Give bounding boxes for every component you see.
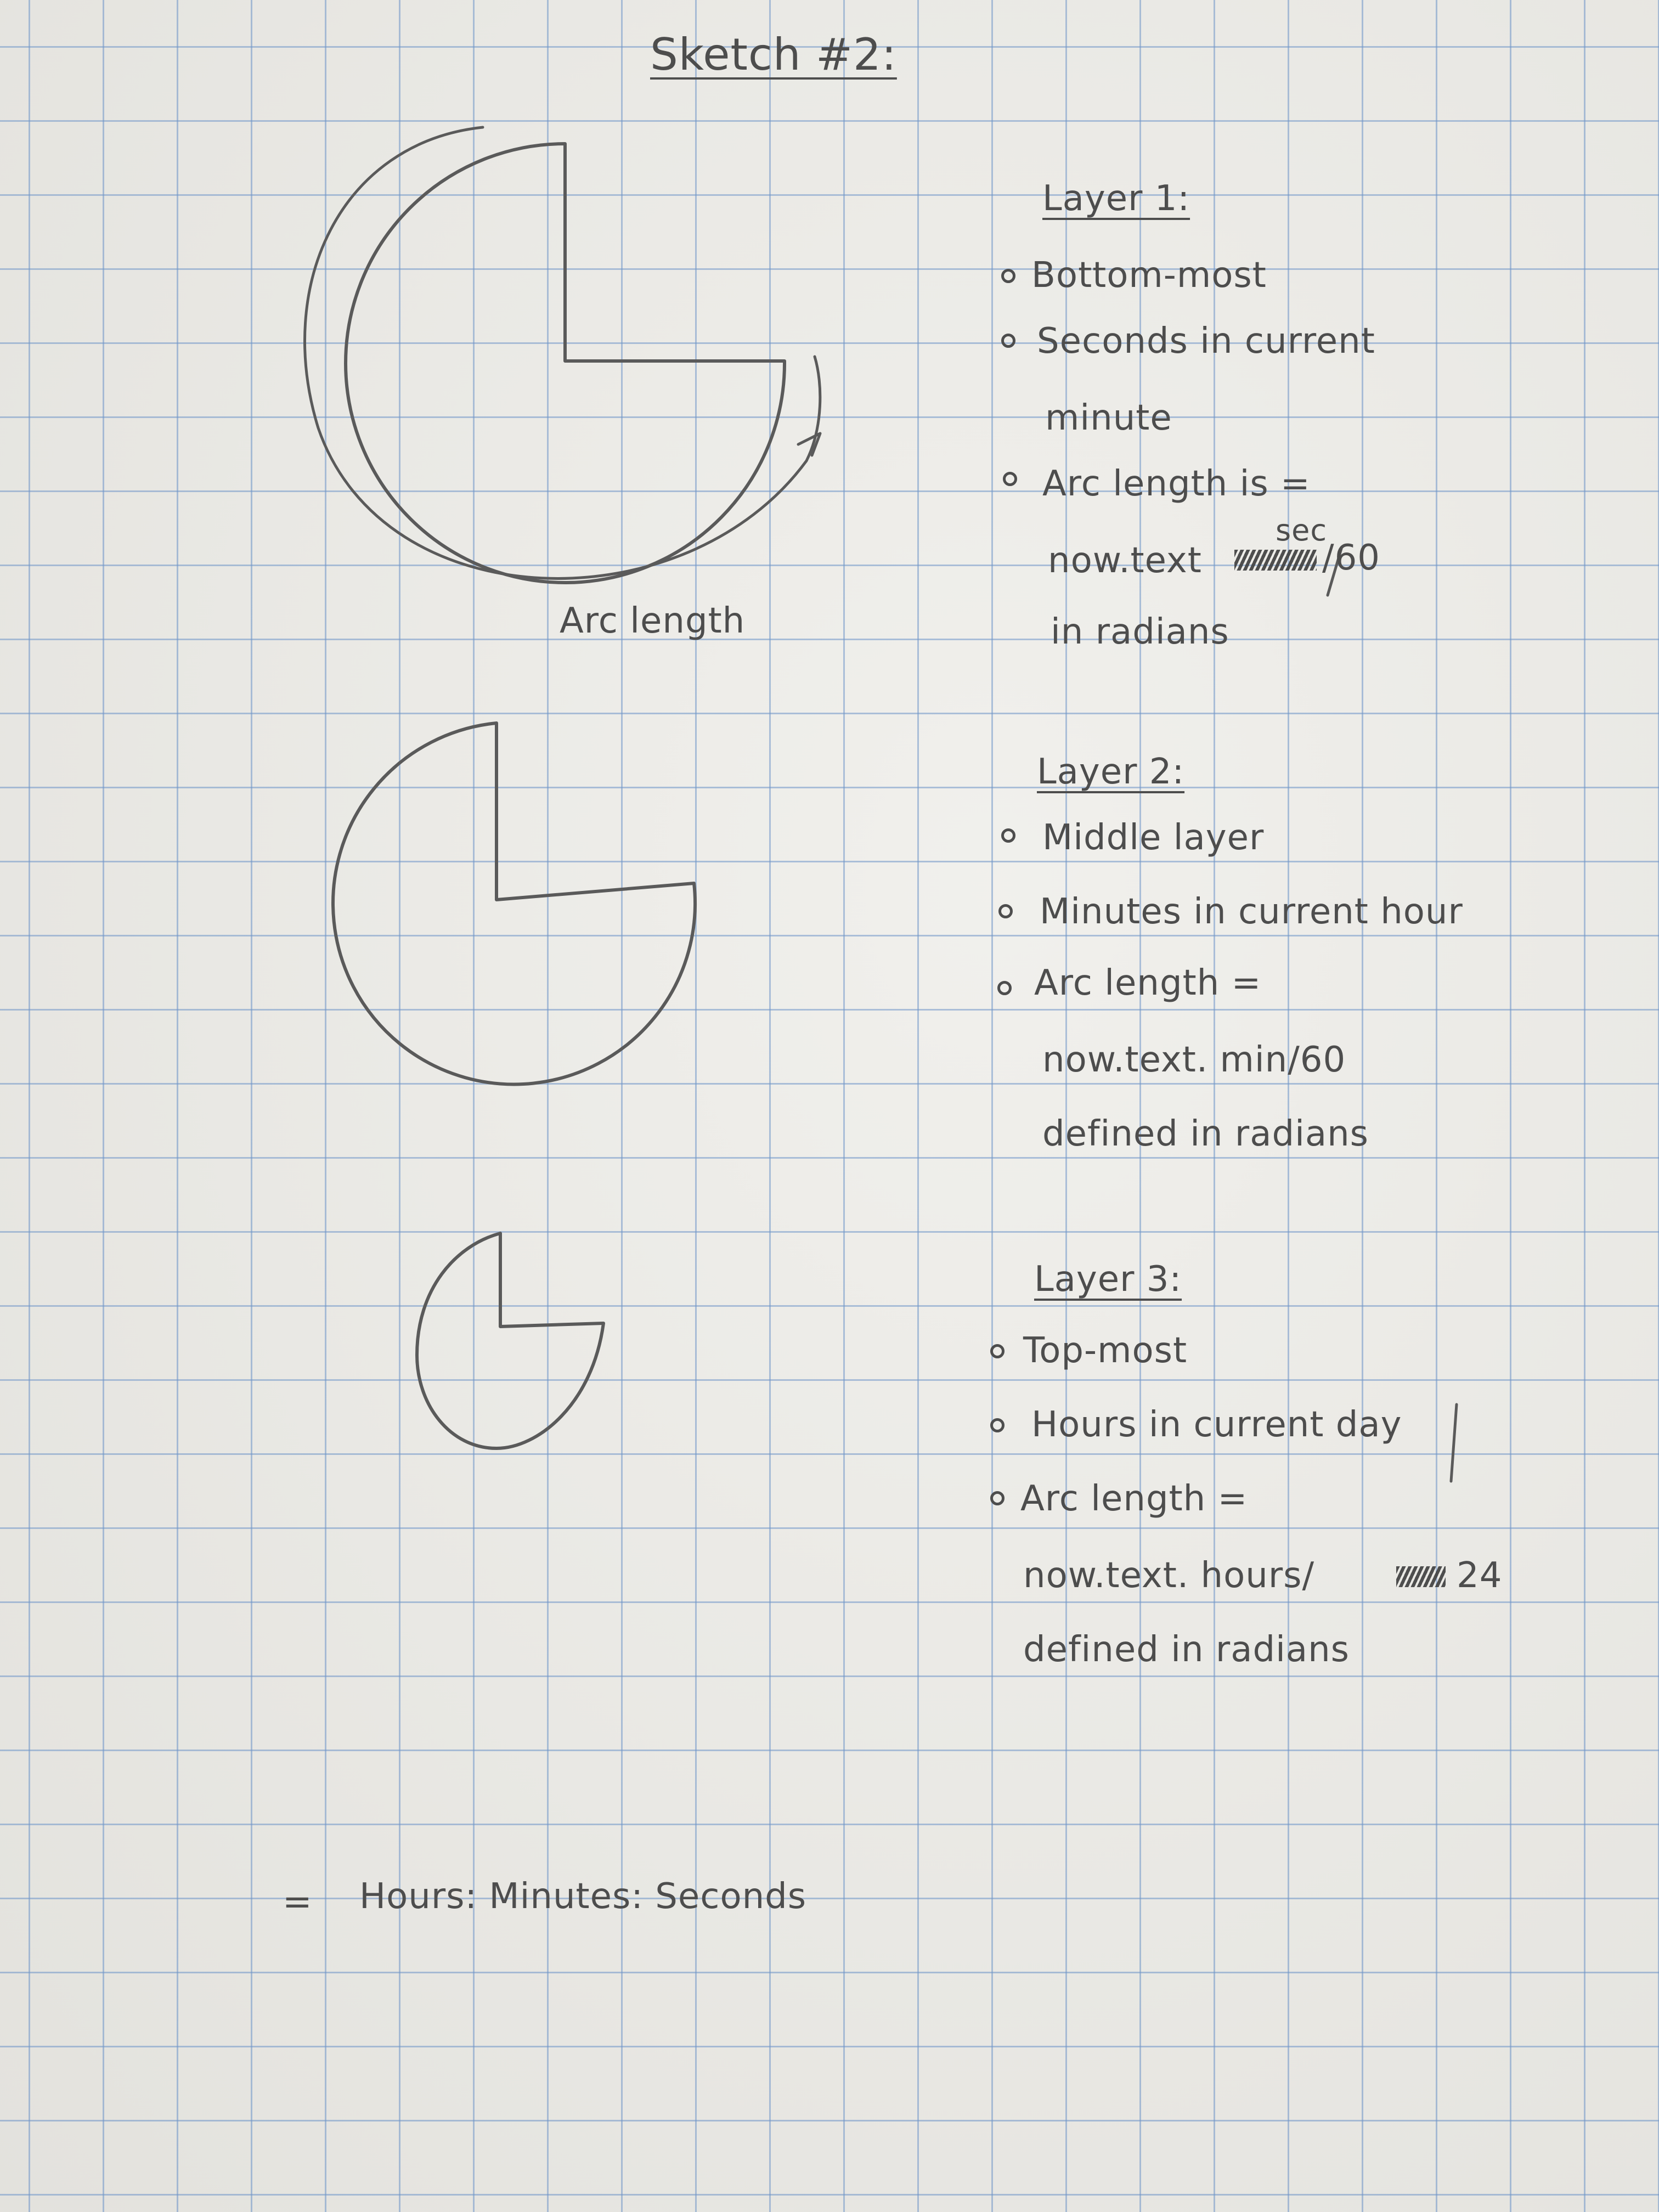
- layer1-pie-drawing: [303, 126, 822, 584]
- footer-formula: Hours: Minutes: Seconds: [359, 1876, 807, 1917]
- layer3-pie-drawing: [415, 1232, 605, 1450]
- layer3-item-1: Top-most: [1023, 1330, 1188, 1371]
- bullet-icon: [990, 1491, 1005, 1505]
- layer1-formula: now.text: [1048, 540, 1202, 581]
- layer1-units: in radians: [1051, 612, 1229, 652]
- layer3-formula: now.text. hours/: [1023, 1555, 1315, 1596]
- layer1-item-2: Seconds in current: [1037, 321, 1375, 362]
- bullet-icon: [990, 1344, 1005, 1358]
- bullet-icon: [990, 1418, 1005, 1432]
- footer-equals: =: [283, 1882, 313, 1922]
- layer2-item-1: Middle layer: [1042, 817, 1265, 858]
- layer2-units: defined in radians: [1042, 1114, 1369, 1154]
- layer2-pie-drawing: [331, 721, 697, 1086]
- arc-length-label: Arc length: [560, 601, 746, 641]
- layer1-item-3: Arc length is =: [1042, 464, 1311, 504]
- long-stroke-layer3: [1449, 1403, 1458, 1483]
- layer2-formula: now.text. min/60: [1042, 1040, 1346, 1080]
- layer3-units: defined in radians: [1023, 1629, 1350, 1670]
- scribbled-out-text: [1234, 550, 1317, 571]
- scribbled-out-text: [1396, 1566, 1446, 1587]
- layer3-item-2: Hours in current day: [1031, 1404, 1402, 1445]
- layer1-formula-divisor: /60: [1322, 538, 1380, 578]
- layer3-item-3: Arc length =: [1020, 1479, 1248, 1519]
- layer1-item-1: Bottom-most: [1031, 255, 1267, 296]
- divide-slash-layer1: [1326, 547, 1343, 597]
- bullet-icon: [1001, 828, 1015, 843]
- layer1-correction: sec: [1276, 513, 1328, 548]
- layer1-heading: Layer 1:: [1042, 178, 1190, 219]
- layer2-item-3: Arc length =: [1034, 963, 1262, 1003]
- bullet-icon: [997, 981, 1012, 995]
- bullet-icon: [1001, 334, 1015, 348]
- bullet-icon: [1001, 269, 1015, 283]
- bullet-icon: [1003, 472, 1017, 486]
- layer2-heading: Layer 2:: [1037, 752, 1185, 792]
- bullet-icon: [998, 904, 1013, 918]
- page-title: Sketch #2:: [650, 29, 897, 80]
- layer2-item-2: Minutes in current hour: [1040, 891, 1463, 932]
- layer3-formula-divisor: 24: [1457, 1555, 1503, 1596]
- layer3-heading: Layer 3:: [1034, 1259, 1182, 1300]
- layer1-item-2-cont: minute: [1045, 398, 1172, 438]
